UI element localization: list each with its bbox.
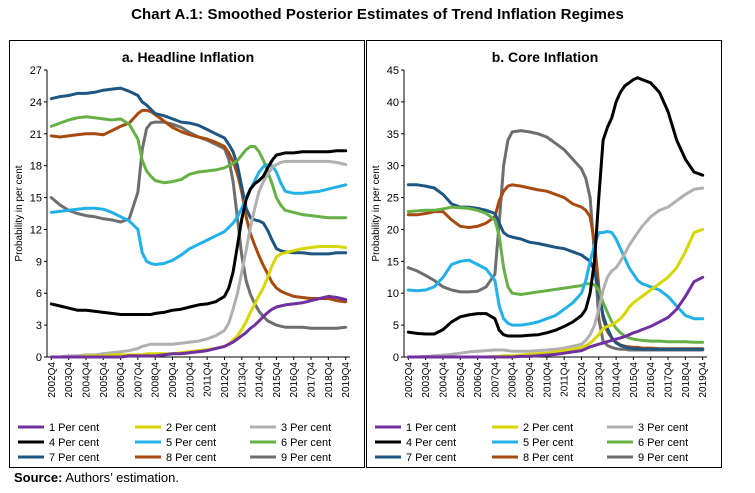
y-tick-label: 20 — [387, 224, 399, 236]
y-tick-label: 24 — [30, 97, 42, 109]
legend-label: 6 Per cent — [281, 437, 331, 449]
x-tick-label: 2005Q4 — [99, 362, 110, 398]
x-tick-label: 2007Q4 — [133, 362, 144, 398]
y-tick-label: 0 — [36, 352, 42, 364]
legend-label: 2 Per cent — [523, 422, 573, 434]
y-tick-label: 40 — [387, 97, 399, 109]
x-tick-label: 2004Q4 — [438, 362, 449, 398]
y-tick-label: 5 — [393, 320, 399, 332]
core-series-4-per-cent-line — [406, 76, 705, 338]
legend-label: 3 Per cent — [281, 422, 331, 434]
x-tick-label: 2015Q4 — [629, 362, 640, 398]
y-tick-label: 27 — [30, 65, 42, 77]
legend-label: 2 Per cent — [166, 422, 216, 434]
core-series-1-per-cent-line — [406, 275, 705, 359]
panel-title: a. Headline Inflation — [122, 49, 254, 65]
source-note: Source: Authors’ estimation. — [14, 470, 179, 485]
headline-series-5-per-cent-line — [49, 163, 348, 266]
x-tick-label: 2018Q4 — [324, 362, 335, 398]
headline-series-9-per-cent-line — [49, 120, 348, 330]
x-tick-label: 2003Q4 — [64, 362, 75, 398]
x-tick-label: 2014Q4 — [612, 362, 623, 398]
headline-series-4-per-cent-line — [49, 149, 348, 316]
y-axis-label: Probability in per cent — [14, 165, 25, 261]
y-tick-label: 10 — [387, 288, 399, 300]
x-tick-label: 2006Q4 — [473, 362, 484, 398]
source-text: Authors’ estimation. — [65, 470, 179, 485]
legend-label: 1 Per cent — [406, 422, 456, 434]
headline-series-1-per-cent-line — [49, 294, 348, 359]
x-tick-label: 2011Q4 — [203, 362, 214, 397]
x-tick-label: 2017Q4 — [664, 362, 675, 398]
headline-series-3-per-cent-line — [49, 159, 348, 359]
legend-label: 5 Per cent — [523, 437, 573, 449]
x-tick-label: 2018Q4 — [681, 362, 692, 398]
y-tick-label: 25 — [387, 193, 399, 205]
x-tick-label: 2004Q4 — [81, 362, 92, 398]
y-tick-label: 9 — [36, 256, 42, 268]
y-tick-label: 0 — [393, 352, 399, 364]
x-tick-label: 2009Q4 — [525, 362, 536, 398]
core-inflation-chart: b. Core Inflation Probability in per cent… — [371, 49, 709, 464]
y-tick-label: 6 — [36, 288, 42, 300]
x-tick-label: 2010Q4 — [185, 362, 196, 398]
y-tick-label: 35 — [387, 129, 399, 141]
x-tick-label: 2013Q4 — [237, 362, 248, 398]
headline-inflation-chart: a. Headline Inflation Probability in per … — [14, 49, 352, 464]
x-tick-label: 2015Q4 — [272, 362, 283, 398]
legend-label: 7 Per cent — [406, 452, 456, 464]
legend-label: 5 Per cent — [166, 437, 216, 449]
y-tick-label: 45 — [387, 65, 399, 77]
x-tick-label: 2005Q4 — [456, 362, 467, 398]
y-tick-label: 15 — [387, 256, 399, 268]
legend-label: 9 Per cent — [281, 452, 331, 464]
y-tick-label: 3 — [36, 320, 42, 332]
x-tick-label: 2006Q4 — [116, 362, 127, 398]
legend-label: 3 Per cent — [638, 422, 688, 434]
headline-series-6-per-cent-line — [49, 115, 348, 220]
x-tick-label: 2008Q4 — [151, 362, 162, 398]
headline-inflation-panel: a. Headline Inflation Probability in per … — [9, 40, 365, 468]
x-tick-label: 2014Q4 — [255, 362, 266, 398]
core-series-3-per-cent-line — [406, 186, 705, 359]
x-tick-label: 2017Q4 — [307, 362, 318, 398]
x-tick-label: 2007Q4 — [490, 362, 501, 398]
headline-series-8-per-cent-line — [49, 108, 348, 304]
x-tick-label: 2011Q4 — [560, 362, 571, 397]
x-tick-label: 2012Q4 — [577, 362, 588, 398]
x-tick-label: 2012Q4 — [220, 362, 231, 398]
core-series-5-per-cent-line — [406, 229, 705, 327]
y-tick-label: 30 — [387, 161, 399, 173]
source-label: Source: — [14, 470, 63, 485]
x-tick-label: 2019Q4 — [341, 362, 352, 398]
x-tick-label: 2016Q4 — [289, 362, 300, 398]
core-inflation-panel: b. Core Inflation Probability in per cent… — [366, 40, 722, 468]
y-axis-label: Probability in per cent — [371, 165, 382, 261]
legend-label: 7 Per cent — [49, 452, 99, 464]
legend-label: 1 Per cent — [49, 422, 99, 434]
legend-label: 4 Per cent — [406, 437, 456, 449]
legend-label: 9 Per cent — [638, 452, 688, 464]
legend-label: 8 Per cent — [166, 452, 216, 464]
legend-label: 4 Per cent — [49, 437, 99, 449]
x-tick-label: 2013Q4 — [594, 362, 605, 398]
x-tick-label: 2016Q4 — [646, 362, 657, 398]
y-tick-label: 15 — [30, 193, 42, 205]
x-tick-label: 2002Q4 — [404, 362, 415, 398]
y-tick-label: 21 — [30, 129, 42, 141]
x-tick-label: 2008Q4 — [508, 362, 519, 398]
y-tick-label: 12 — [30, 224, 42, 236]
x-tick-label: 2009Q4 — [168, 362, 179, 398]
legend-label: 8 Per cent — [523, 452, 573, 464]
x-tick-label: 2003Q4 — [421, 362, 432, 398]
core-series-6-per-cent-line — [406, 205, 705, 344]
x-tick-label: 2002Q4 — [47, 362, 58, 398]
legend-label: 6 Per cent — [638, 437, 688, 449]
x-tick-label: 2019Q4 — [698, 362, 709, 398]
chart-title: Chart A.1: Smoothed Posterior Estimates … — [131, 6, 624, 23]
x-tick-label: 2010Q4 — [542, 362, 553, 398]
panel-title: b. Core Inflation — [492, 49, 599, 65]
y-tick-label: 18 — [30, 161, 42, 173]
